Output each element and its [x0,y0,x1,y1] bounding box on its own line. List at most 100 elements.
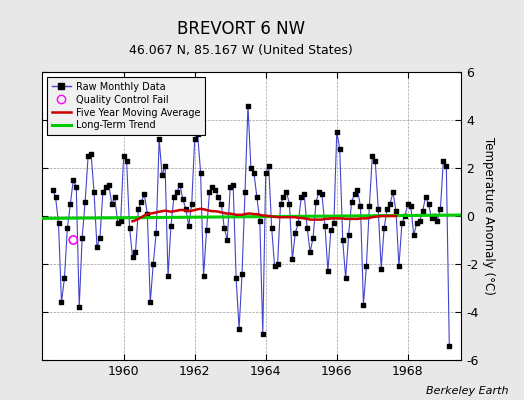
Point [202,227,211,234]
Point [235,326,243,332]
Point [241,189,249,195]
Point [306,249,314,255]
Point [412,220,421,226]
Point [321,222,329,229]
Point [383,206,391,212]
Point [247,165,255,171]
Point [164,273,172,279]
Point [143,210,151,217]
Text: Berkeley Earth: Berkeley Earth [426,386,508,396]
Point [395,263,403,270]
Point [229,182,237,188]
Point [430,213,439,219]
Point [208,184,216,190]
Point [111,194,119,200]
Point [351,191,359,198]
Point [96,234,104,241]
Point [66,201,74,207]
Point [137,198,146,205]
Point [196,170,205,176]
Point [368,153,377,159]
Point [342,275,350,282]
Point [356,203,365,210]
Point [333,129,341,135]
Point [398,220,406,226]
Point [182,206,190,212]
Point [265,162,273,169]
Point [140,191,148,198]
Point [380,225,388,231]
Point [270,263,279,270]
Point [146,299,155,306]
Point [326,227,335,234]
Point [238,270,246,277]
Point [421,194,430,200]
Point [99,189,107,195]
Point [211,186,220,193]
Y-axis label: Temperature Anomaly (°C): Temperature Anomaly (°C) [482,137,495,295]
Point [294,220,302,226]
Point [81,198,90,205]
Point [291,230,300,236]
Point [267,225,276,231]
Point [419,208,427,214]
Point [128,254,137,260]
Point [339,237,347,243]
Point [205,189,214,195]
Point [105,182,113,188]
Point [69,237,78,243]
Text: 46.067 N, 85.167 W (United States): 46.067 N, 85.167 W (United States) [129,44,353,57]
Point [223,237,232,243]
Point [134,206,143,212]
Point [161,162,169,169]
Point [285,201,293,207]
Point [300,191,309,198]
Point [184,222,193,229]
Point [403,201,412,207]
Point [155,136,163,142]
Point [442,162,451,169]
Point [318,191,326,198]
Point [374,206,383,212]
Point [377,266,385,272]
Point [324,268,332,274]
Point [125,225,134,231]
Point [407,203,415,210]
Point [78,234,86,241]
Point [288,256,297,262]
Point [335,146,344,152]
Point [90,189,98,195]
Point [226,184,234,190]
Point [193,131,202,138]
Point [303,225,311,231]
Point [232,275,241,282]
Point [365,203,374,210]
Point [188,201,196,207]
Point [371,158,379,164]
Point [312,198,320,205]
Point [199,273,208,279]
Point [436,206,444,212]
Point [274,261,282,267]
Point [57,299,66,306]
Point [424,201,433,207]
Point [84,153,92,159]
Point [344,232,353,238]
Point [315,189,323,195]
Point [261,170,270,176]
Point [60,275,69,282]
Point [410,232,418,238]
Point [123,158,131,164]
Point [176,182,184,188]
Point [114,220,122,226]
Point [217,201,225,207]
Point [253,194,261,200]
Point [353,186,362,193]
Point [51,194,60,200]
Point [389,189,397,195]
Point [158,172,166,178]
Point [107,201,116,207]
Point [63,225,72,231]
Point [179,196,187,202]
Point [297,194,305,200]
